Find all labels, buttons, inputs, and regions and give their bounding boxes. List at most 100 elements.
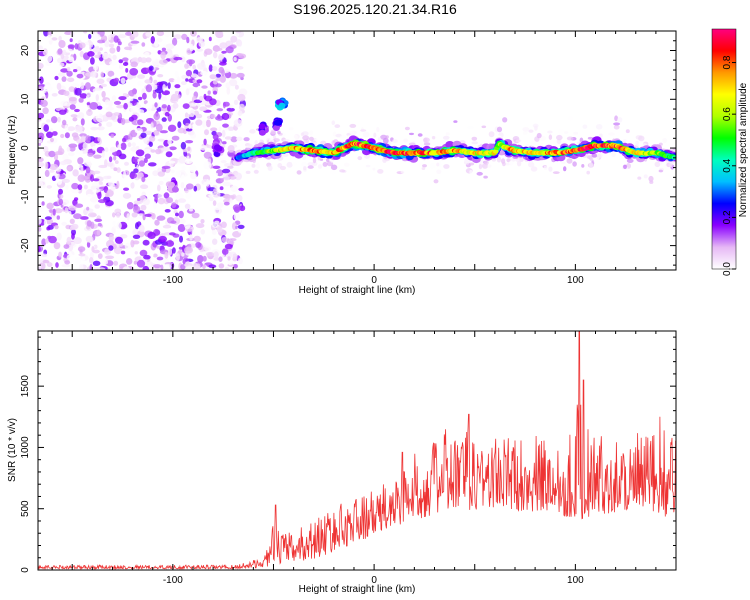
halo-speck [326,158,330,163]
noise-speck [55,262,59,268]
noise-speck [222,141,227,145]
noise-speck [41,238,47,247]
noise-speck [152,91,157,99]
noise-speck [219,61,227,66]
noise-speck [142,212,146,221]
noise-speck [208,196,214,202]
noise-speck [92,249,100,254]
noise-speck [229,79,238,87]
halo-speck [599,133,603,138]
noise-speck [64,48,74,53]
noise-speck [203,161,212,170]
noise-speck [154,102,158,108]
noise-speck [117,41,122,46]
noise-speck [111,95,117,102]
noise-speck [66,236,72,244]
noise-speck [239,205,246,212]
noise-speck [228,175,237,180]
halo-speck [315,138,322,143]
noise-speck [167,82,171,89]
noise-speck [46,185,52,189]
halo-speck [353,152,360,157]
noise-speck [156,81,164,87]
halo-speck [547,130,553,134]
noise-speck [88,33,92,40]
noise-speck [185,78,189,82]
y-tick-label: 0 [20,567,31,573]
noise-speck [212,90,218,95]
halo-speck [433,179,439,184]
noise-speck [191,212,200,219]
noise-speck [184,158,193,164]
noise-speck [86,102,91,106]
noise-speck [221,129,226,138]
noise-speck [69,218,75,224]
noise-speck [142,239,150,246]
noise-speck [67,152,75,157]
noise-speck [150,149,156,153]
noise-speck [125,68,129,73]
noise-speck [226,87,231,95]
halo-speck [303,166,307,171]
noise-speck [101,90,106,98]
halo-speck [588,162,594,168]
noise-speck [210,113,216,119]
halo-speck [536,132,542,139]
noise-speck [213,251,219,259]
halo-speck [272,159,277,163]
halo-speck [595,124,603,130]
noise-speck [77,246,86,253]
noise-speck [214,31,224,37]
halo-speck [420,159,424,162]
noise-speck [79,42,86,49]
halo-speck [429,162,435,169]
noise-speck [118,153,127,160]
halo-speck [573,131,579,135]
noise-speck [84,82,91,90]
noise-speck [161,132,169,138]
noise-speck [56,82,62,91]
noise-speck [180,141,187,150]
noise-speck [97,191,102,200]
halo-speck [581,164,585,168]
noise-speck [113,155,117,161]
halo-speck [468,162,475,166]
halo-speck [662,137,668,144]
noise-speck [217,202,224,209]
halo-speck [340,134,347,139]
noise-speck [95,114,103,123]
noise-speck [155,148,162,155]
colorbar-tick-label: 0.2 [722,210,733,224]
noise-speck [219,186,224,191]
halo-speck [566,136,574,141]
noise-speck [139,249,148,257]
noise-speck [153,112,160,121]
halo-speck [509,160,514,166]
noise-speck [107,70,115,77]
halo-speck [295,122,303,127]
noise-speck [211,229,217,235]
noise-speck [181,174,185,182]
noise-speck [153,130,160,136]
noise-speck [74,108,80,113]
noise-speck [165,43,175,50]
halo-speck [626,158,634,163]
spectrogram-xlabel: Height of straight line (km) [299,285,416,296]
noise-speck [68,205,77,211]
noise-speck [145,32,153,37]
y-tick-label: 1000 [20,436,31,459]
noise-speck [197,62,206,70]
halo-speck [312,157,317,164]
halo-speck [530,166,538,172]
noise-speck [104,40,110,48]
halo-speck [404,126,410,131]
noise-speck [173,34,182,40]
halo-speck [448,137,454,141]
noise-speck [114,208,122,214]
noise-speck [129,172,138,179]
noise-speck [178,246,183,250]
noise-speck [96,78,105,85]
noise-speck [61,119,67,126]
noise-speck [118,96,127,101]
